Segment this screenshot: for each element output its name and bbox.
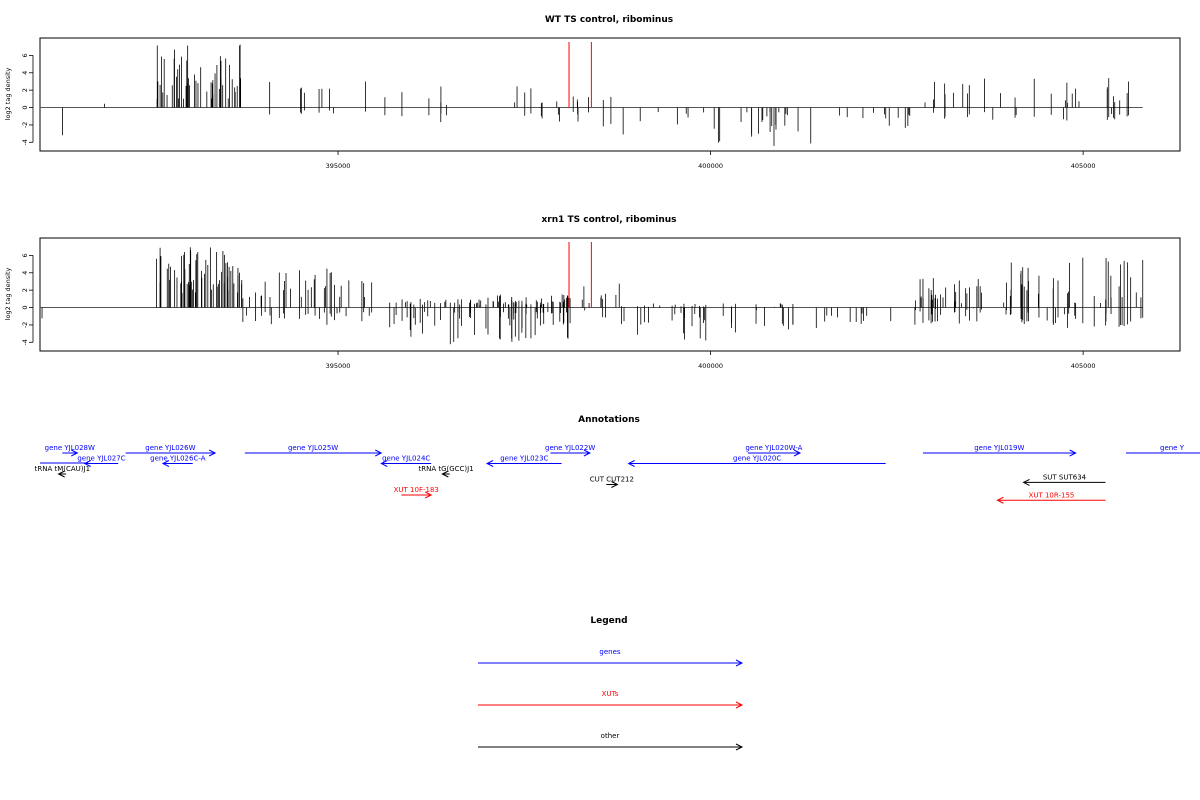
y-axis-label: log2 tag density — [4, 68, 12, 121]
annotation-feature: gene YJL023C — [485, 455, 562, 467]
annotation-label: gene YJL022W — [545, 444, 595, 452]
y-tick-label: -2 — [21, 322, 29, 328]
legend-item: XUTs — [478, 690, 744, 709]
annotation-label: gene YJL019W — [974, 444, 1024, 452]
annotation-feature: XUT 10R-155 — [996, 491, 1106, 504]
arrow-head — [441, 470, 449, 478]
arrow-head — [627, 460, 635, 467]
annotation-feature: CUT CUT212 — [590, 476, 634, 488]
annotation-label: SUT SUT634 — [1043, 473, 1087, 481]
arrow-head — [380, 460, 388, 467]
annotation-label: gene YJL020W-A — [745, 444, 802, 452]
arrow-head — [735, 701, 744, 709]
annotation-label: gene YJL027C — [77, 455, 125, 463]
panel-title: WT TS control, ribominus — [545, 15, 673, 25]
annotation-label: gene YJL025W — [288, 444, 338, 452]
annotation-label: gene YJL023C — [500, 455, 548, 463]
annotation-label: tRNA tG(GCC)J1 — [418, 465, 473, 473]
annotation-feature: gene YJL022W — [545, 444, 595, 457]
legend-label: other — [601, 732, 620, 740]
annotation-label-truncated: gene Y — [1160, 444, 1185, 452]
track-panel-xrn1: xrn1 TS control, ribominus log2 tag dens… — [4, 215, 1181, 370]
annotation-label: tRNA tM(CAU)J1 — [35, 465, 90, 473]
legend-title: Legend — [590, 616, 627, 626]
annotation-feature: XUT 10F-183 — [394, 486, 439, 499]
y-tick-label: 6 — [21, 53, 29, 57]
legend-item: other — [478, 732, 744, 751]
annotation-feature: gene YJL026C-A — [150, 455, 206, 467]
annotation-feature: gene YJL019W — [922, 444, 1077, 457]
annotation-feature: gene YJL025W — [244, 444, 383, 457]
arrow-head — [485, 460, 494, 467]
legend-item: genes — [478, 648, 744, 667]
arrow-head — [735, 659, 744, 667]
annotation-feature: gene YJL020C — [627, 455, 886, 467]
y-tick-label: -4 — [21, 339, 29, 345]
arrow-head — [996, 496, 1004, 504]
x-tick-label: 400000 — [698, 162, 723, 170]
arrow-head — [424, 491, 433, 499]
annotation-label: gene YJL020C — [733, 455, 781, 463]
y-tick-label: 2 — [21, 288, 29, 292]
x-tick-label: 405000 — [1071, 162, 1096, 170]
annotation-label: CUT CUT212 — [590, 476, 634, 484]
annotations-title: Annotations — [578, 415, 640, 425]
y-tick-label: 0 — [21, 305, 29, 309]
plot-frame — [39, 37, 1181, 152]
y-tick-label: 6 — [21, 253, 29, 257]
annotation-label: gene YJL026C-A — [150, 455, 206, 463]
y-tick-label: 4 — [21, 271, 29, 275]
x-tick-label: 395000 — [326, 162, 351, 170]
panel-title: xrn1 TS control, ribominus — [541, 215, 676, 225]
arrow-head — [161, 460, 170, 467]
arrow-head — [611, 481, 619, 488]
plot-frame — [39, 237, 1181, 352]
annotation-label: XUT 10F-183 — [394, 486, 439, 494]
arrow-head — [375, 449, 383, 457]
annotation-feature: tRNA tG(GCC)J1 — [418, 465, 474, 478]
arrow-head — [583, 449, 592, 457]
y-tick-label: 2 — [21, 88, 29, 92]
legend-label: genes — [599, 648, 620, 656]
annotation-feature: gene YJL020W-A — [745, 444, 803, 457]
annotation-feature: gene YJL026W — [125, 444, 217, 457]
annotation-feature: gene YJL024C — [380, 455, 432, 467]
x-tick-label: 405000 — [1071, 362, 1096, 370]
x-tick-label: 395000 — [326, 362, 351, 370]
x-tick-label: 400000 — [698, 362, 723, 370]
y-tick-label: -4 — [21, 139, 29, 145]
y-tick-label: 0 — [21, 105, 29, 109]
arrow-head — [735, 743, 744, 751]
annotation-label: gene YJL028W — [45, 444, 95, 452]
y-tick-label: 4 — [21, 71, 29, 75]
annotations-track: Annotations gene YJL028W gene YJL027C gene… — [35, 415, 1200, 504]
annotation-label: XUT 10R-155 — [1029, 491, 1075, 499]
legend: Legend genes XUTs other — [478, 616, 744, 751]
arrow-head — [1069, 449, 1077, 457]
annotation-label: gene YJL026W — [145, 444, 195, 452]
annotation-feature: tRNA tM(CAU)J1 — [35, 465, 90, 478]
annotation-label: gene YJL024C — [382, 455, 430, 463]
arrow-head — [57, 470, 65, 478]
arrow-head — [71, 449, 79, 457]
legend-label: XUTs — [602, 690, 619, 698]
annotation-feature: SUT SUT634 — [1022, 473, 1106, 486]
arrow-head — [1022, 478, 1030, 486]
arrow-head — [208, 449, 217, 457]
annotation-feature: gene YJL028W — [45, 444, 95, 457]
y-axis-label: log2 tag density — [4, 268, 12, 321]
arrow-head — [793, 449, 802, 457]
y-tick-label: -2 — [21, 122, 29, 128]
track-panel-wt: WT TS control, ribominus log2 tag densit… — [4, 15, 1181, 170]
